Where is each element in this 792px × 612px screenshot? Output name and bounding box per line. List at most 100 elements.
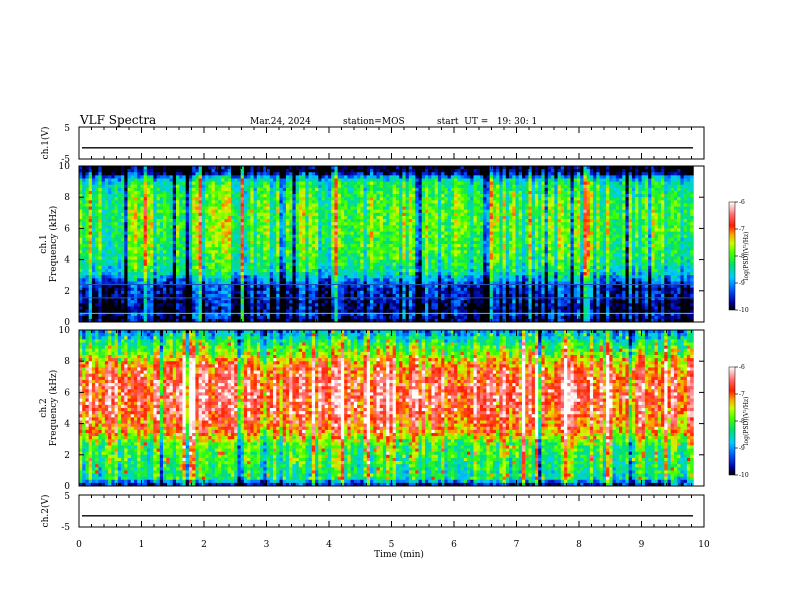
spectrogram-cell (121, 190, 125, 195)
spectrogram-cell (146, 262, 151, 267)
spectrogram-cell (292, 187, 296, 192)
spectrogram-cell (311, 187, 316, 192)
spectrogram-cell (318, 306, 322, 310)
spectrogram-cell (250, 184, 254, 189)
spectrogram-cell (298, 172, 303, 176)
spectrogram-cell (156, 184, 161, 189)
spectrogram-cell (353, 278, 358, 282)
spectrogram-cell (192, 303, 196, 307)
spectrogram-cell (91, 203, 96, 207)
spectrogram-cell (240, 318, 245, 323)
spectrogram-cell (79, 212, 83, 217)
spectrogram-cell (133, 250, 138, 254)
spectrogram-cell (153, 194, 157, 198)
spectrogram-cell (370, 290, 374, 295)
spectrogram-cell (240, 206, 245, 211)
spectrogram-cell (127, 253, 132, 257)
spectrogram-cell (269, 228, 274, 232)
spectrogram-cell (302, 203, 306, 207)
spectrogram-cell (192, 309, 196, 313)
spectrogram-cell (334, 306, 339, 310)
spectrogram-cell (237, 194, 242, 198)
spectrogram-cell (279, 200, 284, 204)
spectrogram-cell (150, 290, 154, 295)
spectrogram-cell (156, 215, 161, 220)
spectrogram-cell (266, 250, 271, 254)
spectrogram-cell (263, 203, 267, 207)
spectrogram-cell (347, 240, 351, 245)
spectrogram-cell (166, 309, 170, 313)
spectrogram-cell (386, 306, 390, 310)
spectrogram-cell (282, 287, 287, 292)
spectrogram-cell (137, 178, 141, 182)
spectrogram-cell (179, 290, 183, 295)
spectrogram-cell (337, 222, 342, 226)
spectrogram-cell (243, 287, 248, 292)
spectrogram-cell (279, 219, 284, 223)
spectrogram-cell (250, 194, 254, 198)
spectrogram-cell (198, 222, 203, 226)
spectrogram-cell (104, 268, 109, 273)
spectrogram-cell (298, 253, 303, 257)
spectrogram-cell (208, 172, 212, 176)
spectrogram-cell (140, 222, 145, 226)
spectrogram-cell (124, 293, 128, 298)
spectrogram-cell (79, 215, 83, 220)
spectrogram-cell (360, 225, 364, 229)
spectrogram-cell (192, 300, 196, 304)
spectrogram-cell (172, 297, 177, 301)
spectrogram-cell (237, 190, 242, 195)
spectrogram-cell (214, 256, 219, 260)
spectrogram-cell (85, 166, 90, 170)
spectrogram-cell (363, 178, 368, 182)
spectrogram-cell (227, 253, 232, 257)
spectrogram-cell (143, 293, 148, 298)
spectrogram-cell (169, 166, 174, 170)
spectrogram-cell (302, 300, 306, 304)
spectrogram-cell (182, 206, 187, 211)
spectrogram-cell (366, 234, 371, 239)
spectrogram-cell (266, 281, 271, 285)
spectrogram-cell (95, 300, 99, 304)
spectrogram-cell (376, 215, 381, 220)
spectrogram-cell (256, 303, 261, 307)
spectrogram-cell (101, 318, 106, 323)
spectrogram-cell (121, 222, 125, 226)
spectrogram-cell (324, 215, 329, 220)
spectrogram-cell (169, 222, 174, 226)
spectrogram-cell (256, 297, 261, 301)
spectrogram-cell (192, 228, 196, 232)
spectrogram-cell (101, 250, 106, 254)
spectrogram-cell (370, 215, 374, 220)
spectrogram-cell (298, 219, 303, 223)
spectrogram-cell (156, 244, 161, 248)
spectrogram-cell (279, 244, 284, 248)
spectrogram-cell (237, 172, 242, 176)
spectrogram-cell (169, 200, 174, 204)
spectrogram-cell (331, 315, 335, 320)
spectrogram-cell (172, 190, 177, 195)
spectrogram-cell (327, 184, 332, 189)
spectrogram-cell (192, 169, 196, 173)
spectrogram-cell (211, 250, 216, 254)
spectrogram-cell (117, 187, 122, 192)
spectrogram-cell (321, 225, 326, 229)
spectrogram-cell (382, 272, 387, 276)
spectrogram-cell (234, 240, 238, 245)
spectrogram-cell (198, 169, 203, 173)
spectrogram-cell (98, 259, 102, 264)
spectrogram-cell (205, 194, 209, 198)
spectrogram-cell (370, 265, 374, 270)
spectrogram-cell (331, 309, 335, 313)
spectrogram-cell (357, 190, 361, 195)
spectrogram-cell (117, 315, 122, 320)
spectrogram-cell (104, 203, 109, 207)
spectrogram-cell (182, 297, 187, 301)
spectrogram-cell (172, 169, 177, 173)
spectrogram-cell (146, 178, 151, 182)
spectrogram-cell (373, 187, 377, 192)
spectrogram-cell (179, 247, 183, 251)
spectrogram-cell (253, 275, 258, 279)
spectrogram-cell (169, 169, 174, 173)
spectrogram-cell (318, 268, 322, 273)
